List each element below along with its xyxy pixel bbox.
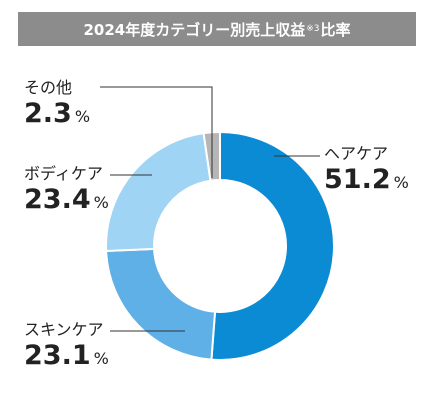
label-haircare-name: ヘアケア — [324, 144, 389, 163]
chart-title: 2024年度カテゴリー別売上収益 — [83, 20, 306, 39]
label-haircare-value: 51.2 — [324, 164, 391, 195]
label-bodycare: ボディケア 23.4% — [24, 164, 109, 215]
label-skincare: スキンケア 23.1% — [24, 320, 109, 371]
label-bodycare-value: 23.4 — [24, 184, 91, 215]
label-other-name: その他 — [24, 78, 73, 97]
footnote-mark: ※3 — [306, 24, 320, 34]
label-skincare-unit: % — [93, 349, 109, 368]
label-other: その他 2.3% — [24, 78, 91, 129]
label-skincare-name: スキンケア — [24, 320, 104, 339]
chart-title-suffix: 比率 — [320, 20, 351, 39]
label-bodycare-name: ボディケア — [24, 164, 103, 183]
slice-bodycare — [105, 132, 212, 253]
slice-haircare — [210, 130, 335, 361]
label-other-value: 2.3 — [24, 98, 72, 129]
chart-title-bar: 2024年度カテゴリー別売上収益 ※3 比率 — [18, 12, 416, 46]
label-haircare-unit: % — [393, 173, 409, 192]
leader-line-other — [100, 86, 213, 178]
slice-skincare — [105, 247, 217, 361]
label-other-unit: % — [74, 107, 91, 126]
label-haircare: ヘアケア 51.2% — [324, 144, 409, 195]
label-bodycare-unit: % — [93, 193, 109, 212]
label-skincare-value: 23.1 — [24, 340, 91, 371]
